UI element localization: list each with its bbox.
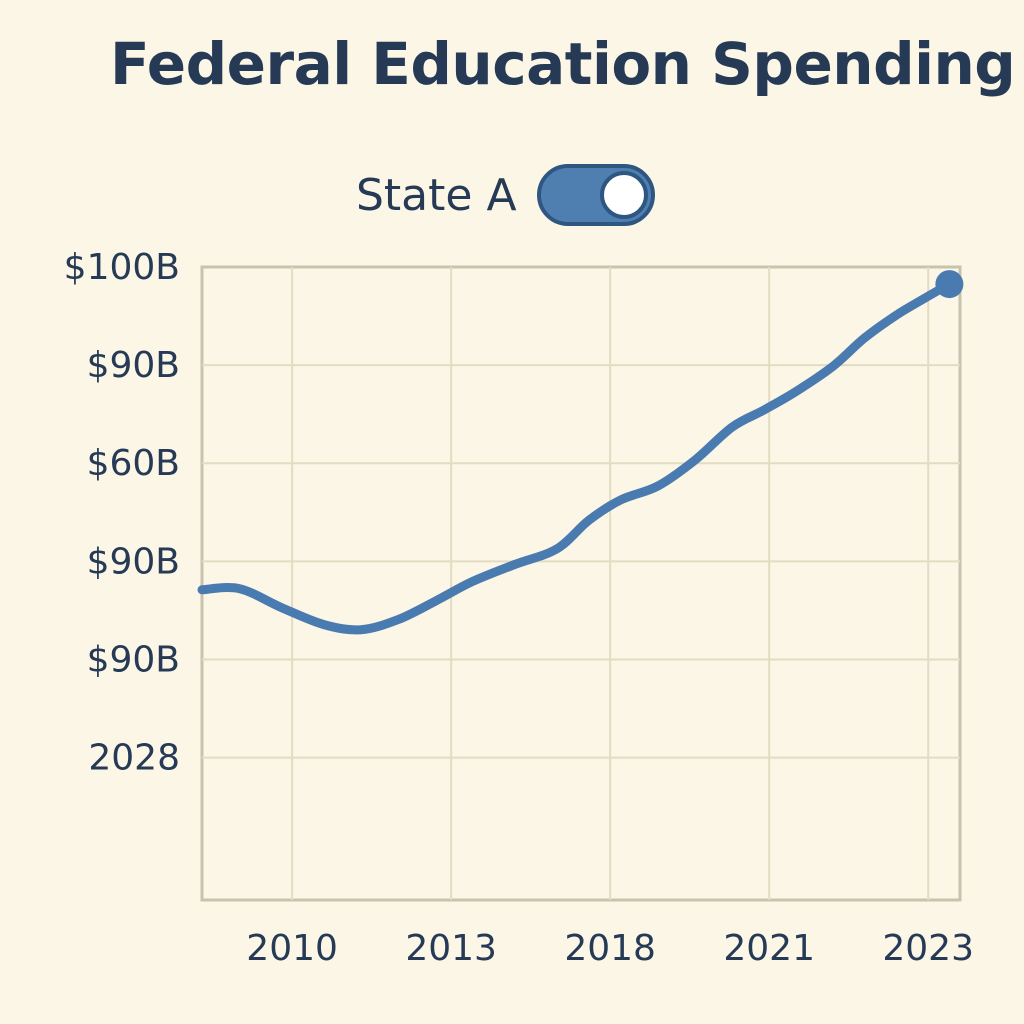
y-tick-label: $100B <box>64 247 180 288</box>
y-tick-label: $90B <box>87 541 180 582</box>
x-tick-label: 2010 <box>246 928 338 969</box>
x-tick-label: 2021 <box>723 928 815 969</box>
endpoint-marker[interactable] <box>935 270 964 299</box>
x-tick-label: 2013 <box>405 928 497 969</box>
chart-title: Federal Education Spending <box>110 30 1016 98</box>
toggle-knob[interactable] <box>599 171 648 219</box>
plot-area <box>200 265 962 902</box>
y-tick-label: $90B <box>87 639 180 680</box>
series-line <box>197 279 954 635</box>
y-tick-label: $90B <box>87 345 180 386</box>
series-toggle[interactable] <box>536 164 655 226</box>
legend-label: State A <box>356 169 517 221</box>
grid <box>202 267 960 900</box>
y-tick-label: $60B <box>87 443 180 484</box>
y-axis: $100B $90B $60B $90B $90B 2028 <box>64 247 180 779</box>
series-group <box>197 270 964 635</box>
x-tick-label: 2023 <box>882 928 974 969</box>
x-tick-label: 2018 <box>564 928 656 969</box>
legend: State A <box>356 164 655 226</box>
x-axis: 2010 2013 2018 2021 2023 <box>246 928 974 969</box>
y-tick-label: 2028 <box>88 738 180 779</box>
